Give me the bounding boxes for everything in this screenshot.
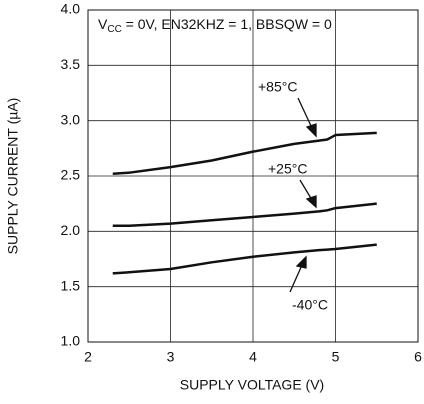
arrow-head — [305, 123, 317, 138]
arrow-head — [295, 255, 307, 269]
plot-frame — [87, 9, 419, 343]
x-tick-label: 3 — [167, 349, 175, 365]
subtitle-part: = 0V, EN32KHZ = 1, BBSQW = 0 — [122, 16, 332, 32]
subtitle: VCC = 0V, EN32KHZ = 1, BBSQW = 0 — [98, 16, 332, 35]
arrow — [289, 264, 303, 293]
y-tick-label: 2.0 — [61, 222, 81, 238]
y-tick-label: 4.0 — [61, 1, 81, 17]
x-tick-label: 4 — [249, 349, 257, 365]
series-annotation: +85°C — [258, 79, 297, 95]
series-annotation: +25°C — [268, 161, 307, 177]
x-tick-label: 6 — [414, 349, 422, 365]
subtitle-part: V — [98, 16, 108, 32]
subtitle-part: CC — [107, 24, 121, 35]
series-line — [112, 202, 377, 228]
x-tick-label: 5 — [332, 349, 340, 365]
series-line — [112, 243, 377, 275]
y-axis-label: SUPPLY CURRENT (µA) — [5, 98, 21, 255]
series-annotation: -40°C — [292, 297, 328, 313]
x-axis-label: SUPPLY VOLTAGE (V) — [180, 377, 324, 393]
arrow-head — [305, 195, 317, 209]
y-tick-label: 1.0 — [61, 333, 81, 349]
y-tick-label: 1.5 — [61, 277, 81, 293]
arrow — [299, 179, 313, 201]
arrows — [289, 97, 317, 293]
arrow — [297, 97, 313, 129]
x-tick-label: 2 — [84, 349, 92, 365]
y-tick-label: 2.5 — [61, 167, 81, 183]
y-tick-label: 3.5 — [61, 56, 81, 72]
y-tick-label: 3.0 — [61, 111, 81, 127]
series-line — [112, 131, 377, 176]
